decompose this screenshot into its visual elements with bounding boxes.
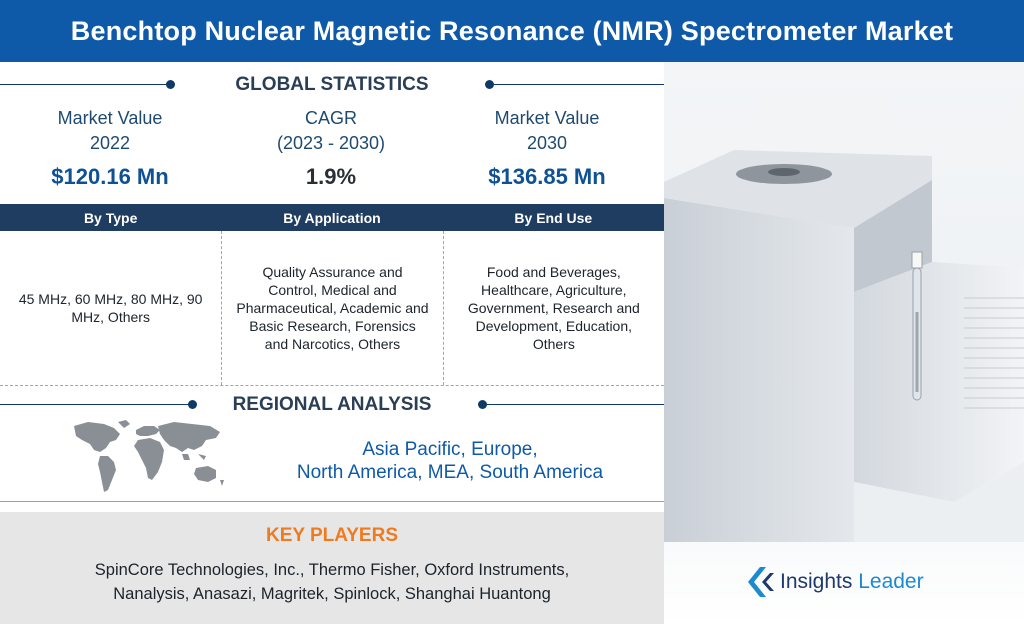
regions-line-1: Asia Pacific, Europe,	[362, 439, 538, 460]
brand-name: Insights Leader	[780, 570, 924, 594]
stat-value: $120.16 Mn	[51, 164, 169, 189]
page-title: Benchtop Nuclear Magnetic Resonance (NMR…	[70, 15, 954, 46]
cagr-stat: CAGR (2023 - 2030) 1.9%	[221, 106, 441, 190]
segment-by-application-values: Quality Assurance and Control, Medical a…	[221, 231, 442, 385]
key-players-list: SpinCore Technologies, Inc., Thermo Fish…	[0, 558, 664, 606]
segment-header-by-type: By Type	[83, 209, 138, 226]
stat-period: (2023 - 2030)	[276, 133, 386, 153]
nmr-spectrometer-icon	[664, 150, 1024, 542]
segment-values: 45 MHz, 60 MHz, 80 MHz, 90 MHz, Others Q…	[0, 231, 664, 385]
segment-header-by-application: By Application	[283, 209, 381, 226]
info-panel: GLOBAL STATISTICS Market Value 2022 $120…	[0, 62, 664, 624]
decorative-dot	[478, 400, 487, 409]
world-map-icon	[74, 420, 224, 492]
segment-by-end-use-values: Food and Beverages, Healthcare, Agricult…	[442, 231, 664, 385]
brand-name-part-1: Insights	[780, 570, 853, 593]
brand-logo: Insights Leader	[744, 562, 924, 602]
regional-analysis-heading: REGIONAL ANALYSIS	[232, 394, 432, 415]
decorative-line	[490, 84, 664, 85]
regional-analysis-heading-row: REGIONAL ANALYSIS	[0, 390, 664, 420]
stat-year: 2030	[526, 133, 568, 153]
segment-header-by-end-use: By End Use	[514, 209, 593, 226]
title-banner: Benchtop Nuclear Magnetic Resonance (NMR…	[0, 0, 1024, 62]
decorative-line	[0, 84, 170, 85]
chevron-logo-icon	[748, 567, 774, 597]
regions-list: Asia Pacific, Europe, North America, MEA…	[280, 438, 620, 484]
stat-label: CAGR	[304, 108, 357, 128]
stat-value: 1.9%	[305, 164, 357, 189]
stat-label: Market Value	[57, 108, 163, 128]
segment-header-bar: By Type By Application By End Use	[0, 204, 664, 231]
brand-name-part-2: Leader	[858, 570, 924, 593]
stat-label: Market Value	[494, 108, 600, 128]
segment-divider	[0, 385, 664, 386]
key-players-section: KEY PLAYERS SpinCore Technologies, Inc.,…	[0, 512, 664, 624]
key-players-line-1: SpinCore Technologies, Inc., Thermo Fish…	[94, 561, 570, 579]
decorative-dot	[485, 80, 494, 89]
decorative-line	[0, 404, 192, 405]
segment-by-type-values: 45 MHz, 60 MHz, 80 MHz, 90 MHz, Others	[18, 291, 203, 325]
stat-year: 2022	[89, 133, 131, 153]
global-statistics-heading: GLOBAL STATISTICS	[235, 74, 429, 95]
market-value-2030-stat: Market Value 2030 $136.85 Mn	[437, 106, 657, 190]
product-image-panel: Insights Leader	[664, 62, 1024, 624]
global-statistics-heading-row: GLOBAL STATISTICS	[0, 70, 664, 100]
decorative-dot	[188, 400, 197, 409]
decorative-line	[483, 404, 664, 405]
global-statistics: Market Value 2022 $120.16 Mn CAGR (2023 …	[0, 106, 664, 202]
stat-value: $136.85 Mn	[488, 164, 606, 189]
key-players-heading: KEY PLAYERS	[266, 525, 398, 546]
regions-line-2: North America, MEA, South America	[296, 462, 604, 483]
section-divider	[0, 501, 664, 502]
decorative-dot	[166, 80, 175, 89]
market-value-2022-stat: Market Value 2022 $120.16 Mn	[0, 106, 220, 190]
key-players-line-2: Nanalysis, Anasazi, Magritek, Spinlock, …	[113, 585, 551, 603]
